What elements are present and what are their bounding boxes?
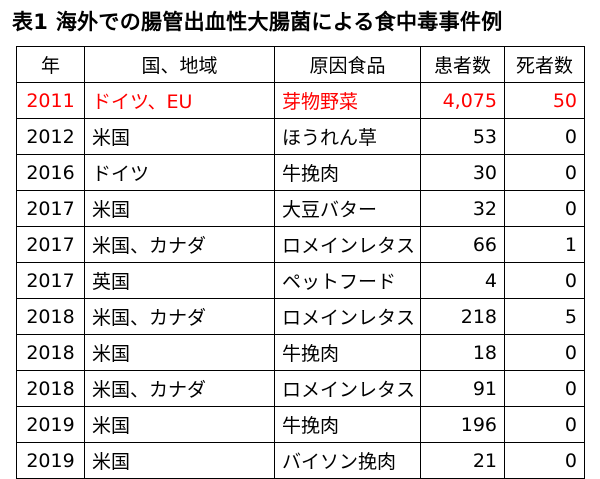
cell-food: 牛挽肉 (274, 334, 421, 371)
cell-country: 英国 (84, 262, 275, 299)
table-row: 2019 米国 バイソン挽肉 21 0 (16, 442, 585, 479)
cell-patients: 21 (420, 442, 505, 479)
cell-patients: 4,075 (420, 82, 505, 119)
cell-year: 2019 (16, 442, 85, 479)
cell-deaths: 5 (504, 298, 585, 335)
cell-food: 大豆バター (274, 190, 421, 227)
cell-patients: 4 (420, 262, 505, 299)
cell-year: 2017 (16, 190, 85, 227)
cell-country: 米国、カナダ (84, 298, 275, 335)
table-caption: 表1 海外での腸管出血性大腸菌による食中毒事件例 (12, 10, 503, 34)
cell-year: 2017 (16, 226, 85, 263)
header-patients: 患者数 (420, 46, 505, 83)
cell-country: 米国 (84, 442, 275, 479)
cell-patients: 66 (420, 226, 505, 263)
cell-year: 2016 (16, 154, 85, 191)
table-row: 2017 英国 ペットフード 4 0 (16, 262, 585, 299)
cell-patients: 53 (420, 118, 505, 155)
table-row: 2018 米国、カナダ ロメインレタス 218 5 (16, 298, 585, 335)
header-country: 国、地域 (84, 46, 275, 83)
cell-food: 芽物野菜 (274, 82, 421, 119)
header-year: 年 (16, 46, 85, 83)
cell-year: 2012 (16, 118, 85, 155)
cell-food: ロメインレタス (274, 226, 421, 263)
cell-deaths: 0 (504, 154, 585, 191)
table-row: 2017 米国、カナダ ロメインレタス 66 1 (16, 226, 585, 263)
table-row: 2019 米国 牛挽肉 196 0 (16, 406, 585, 443)
cell-patients: 218 (420, 298, 505, 335)
cell-deaths: 0 (504, 406, 585, 443)
cell-year: 2017 (16, 262, 85, 299)
cell-patients: 91 (420, 370, 505, 407)
cell-country: ドイツ、EU (84, 82, 275, 119)
cell-deaths: 0 (504, 370, 585, 407)
cell-year: 2019 (16, 406, 85, 443)
cell-year: 2018 (16, 370, 85, 407)
cell-country: ドイツ (84, 154, 275, 191)
cell-deaths: 0 (504, 442, 585, 479)
table-row: 2011 ドイツ、EU 芽物野菜 4,075 50 (16, 82, 585, 119)
cell-deaths: 0 (504, 334, 585, 371)
cell-year: 2018 (16, 334, 85, 371)
cell-food: 牛挽肉 (274, 406, 421, 443)
header-food: 原因食品 (274, 46, 421, 83)
cell-food: 牛挽肉 (274, 154, 421, 191)
cell-deaths: 0 (504, 262, 585, 299)
table-row: 2018 米国 牛挽肉 18 0 (16, 334, 585, 371)
header-row: 年 国、地域 原因食品 患者数 死者数 (16, 46, 585, 83)
cell-country: 米国、カナダ (84, 370, 275, 407)
cell-food: ロメインレタス (274, 298, 421, 335)
table-row: 2012 米国 ほうれん草 53 0 (16, 118, 585, 155)
outbreak-table: 年 国、地域 原因食品 患者数 死者数 2011 ドイツ、EU 芽物野菜 4,075 5… (16, 46, 585, 479)
table-row: 2017 米国 大豆バター 32 0 (16, 190, 585, 227)
cell-country: 米国 (84, 406, 275, 443)
cell-year: 2018 (16, 298, 85, 335)
header-deaths: 死者数 (504, 46, 585, 83)
cell-deaths: 0 (504, 190, 585, 227)
cell-patients: 30 (420, 154, 505, 191)
table-row: 2018 米国、カナダ ロメインレタス 91 0 (16, 370, 585, 407)
cell-deaths: 1 (504, 226, 585, 263)
cell-food: バイソン挽肉 (274, 442, 421, 479)
cell-patients: 32 (420, 190, 505, 227)
cell-year: 2011 (16, 82, 85, 119)
cell-country: 米国 (84, 334, 275, 371)
cell-country: 米国 (84, 118, 275, 155)
cell-food: ほうれん草 (274, 118, 421, 155)
cell-country: 米国、カナダ (84, 226, 275, 263)
cell-food: ペットフード (274, 262, 421, 299)
cell-food: ロメインレタス (274, 370, 421, 407)
cell-patients: 196 (420, 406, 505, 443)
cell-patients: 18 (420, 334, 505, 371)
table-row: 2016 ドイツ 牛挽肉 30 0 (16, 154, 585, 191)
cell-deaths: 0 (504, 118, 585, 155)
cell-country: 米国 (84, 190, 275, 227)
cell-deaths: 50 (504, 82, 585, 119)
